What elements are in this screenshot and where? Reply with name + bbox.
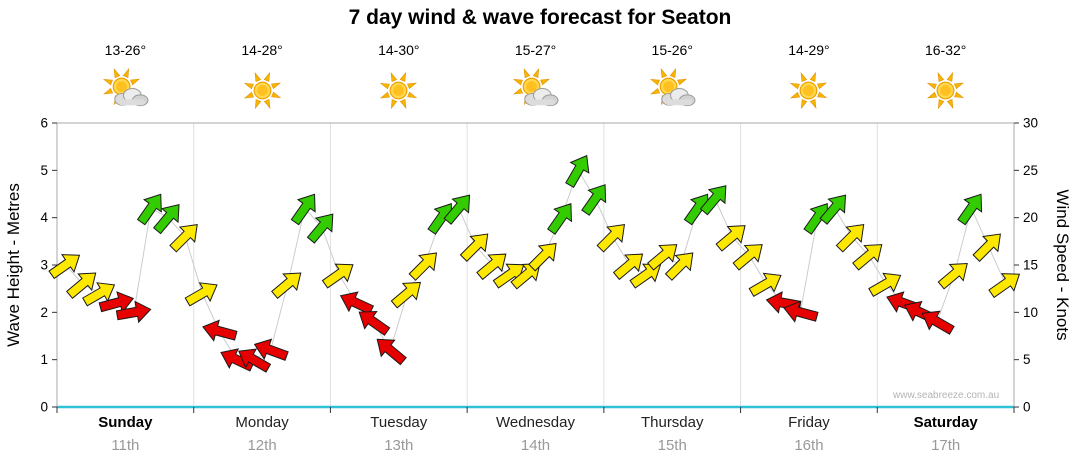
weather-icon-sunny (741, 64, 878, 116)
weather-icon-partly-cloudy (604, 64, 741, 116)
svg-text:5: 5 (1023, 352, 1031, 367)
day-label: Sunday 11th (57, 414, 194, 454)
day-date: 15th (657, 437, 687, 454)
day-temp: 16-32° (924, 42, 967, 58)
svg-text:1: 1 (40, 352, 48, 367)
weather-icon-sunny (330, 64, 467, 116)
weather-icon-sunny (877, 64, 1014, 116)
weather-icon-sunny (194, 64, 331, 116)
right-axis-label: Wind Speed - Knots (1053, 189, 1072, 341)
day-name: Wednesday (496, 414, 575, 431)
day-label: Saturday 17th (877, 414, 1014, 454)
temps-row: 13-26° 14-28° 14-30° 15-27° 15-26° 14-29° 16-3… (57, 42, 1014, 58)
svg-text:2: 2 (40, 305, 48, 320)
icons-row (57, 64, 1014, 116)
svg-text:4: 4 (40, 210, 48, 225)
svg-text:20: 20 (1023, 210, 1038, 225)
day-temp: 14-29° (788, 42, 830, 58)
day-temp: 15-27° (514, 42, 557, 58)
svg-text:25: 25 (1023, 163, 1038, 178)
day-name: Friday (788, 414, 830, 431)
svg-text:0: 0 (40, 400, 48, 415)
svg-text:3: 3 (40, 258, 48, 273)
day-name: Sunday (98, 414, 153, 431)
left-axis-label: Wave Height - Metres (4, 183, 23, 347)
day-date: 16th (794, 437, 824, 454)
day-date: 11th (111, 437, 140, 454)
day-date: 14th (520, 437, 551, 454)
day-labels-row: Sunday 11th Monday 12th Tuesday 13th Wednesday… (57, 414, 1014, 454)
day-name: Tuesday (370, 414, 428, 431)
day-date: 17th (931, 437, 961, 454)
svg-text:10: 10 (1023, 305, 1038, 320)
svg-text:5: 5 (40, 163, 48, 178)
day-label: Monday 12th (194, 414, 331, 454)
day-date: 12th (247, 437, 277, 454)
day-date: 13th (384, 437, 414, 454)
day-label: Friday 16th (741, 414, 878, 454)
day-name: Saturday (913, 414, 978, 431)
svg-text:15: 15 (1023, 258, 1038, 273)
svg-text:6: 6 (40, 116, 48, 131)
day-label: Wednesday 14th (467, 414, 604, 454)
chart-title: 7 day wind & wave forecast for Seaton (348, 6, 732, 29)
weather-icon-partly-cloudy (57, 64, 194, 116)
day-temp: 15-26° (651, 42, 693, 58)
svg-text:30: 30 (1023, 116, 1038, 131)
day-temp: 13-26° (104, 42, 147, 58)
weather-icon-partly-cloudy (467, 64, 604, 116)
watermark: www.seabreeze.com.au (893, 390, 1000, 401)
day-temp: 14-28° (241, 42, 283, 58)
day-label: Thursday 15th (604, 414, 741, 454)
svg-text:0: 0 (1023, 400, 1031, 415)
day-label: Tuesday 13th (330, 414, 467, 454)
day-name: Monday (235, 414, 289, 431)
day-name: Thursday (640, 414, 704, 431)
day-temp: 14-30° (378, 42, 420, 58)
